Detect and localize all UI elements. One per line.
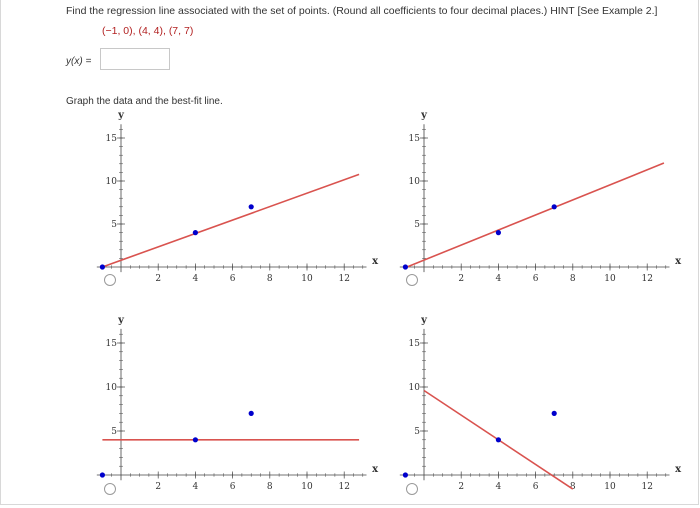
data-point [551, 410, 557, 416]
graph-choice-3-plot: 2 4 6 8 10 12 5 10 15 x y [96, 315, 379, 492]
data-point [495, 437, 501, 443]
x-tick-label: 2 [458, 274, 464, 284]
data-point [192, 230, 198, 236]
y-tick-label: 15 [409, 134, 421, 144]
y-tick-label: 10 [409, 383, 421, 393]
data-point [551, 204, 557, 210]
y-tick-label: 15 [106, 134, 118, 144]
y-tick-label: 15 [106, 339, 118, 349]
graph-choice-4-plot: 2 4 6 8 10 12 5 10 15 x y [399, 315, 682, 492]
y-tick-label: 10 [106, 383, 118, 393]
x-tick-label: 8 [267, 482, 273, 492]
x-tick-label: 10 [301, 482, 313, 492]
graph-choice-2-plot: 2 4 6 8 10 12 5 10 15 x y [399, 110, 682, 284]
data-point [248, 204, 254, 210]
x-axis-label: x [372, 256, 379, 267]
x-tick-label: 2 [458, 482, 464, 492]
data-point [192, 437, 198, 443]
answer-label: y(x) = [66, 56, 92, 67]
x-axis-label: x [372, 464, 379, 475]
graph-choice-2-radio[interactable] [406, 274, 418, 286]
x-tick-label: 2 [155, 482, 161, 492]
graph-choice-2: 2 4 6 8 10 12 5 10 15 x y [399, 110, 700, 300]
y-tick-label: 10 [106, 177, 118, 187]
graph-choice-1-plot: 2 4 6 8 10 12 5 10 15 x y [96, 110, 379, 284]
x-axis-label: x [675, 464, 682, 475]
x-tick-label: 12 [338, 274, 349, 284]
x-tick-label: 12 [338, 482, 349, 492]
y-tick-label: 10 [409, 177, 421, 187]
x-tick-label: 4 [496, 482, 502, 492]
graph-choice-4-radio[interactable] [406, 483, 418, 495]
x-tick-label: 8 [570, 274, 576, 284]
data-point [495, 230, 501, 236]
x-tick-label: 6 [533, 482, 539, 492]
regression-answer-input[interactable] [100, 48, 170, 70]
y-axis-label: y [117, 315, 125, 326]
data-point [248, 410, 254, 416]
x-tick-label: 10 [604, 274, 616, 284]
x-tick-label: 10 [604, 482, 616, 492]
regression-line [405, 162, 665, 269]
x-tick-label: 4 [193, 482, 199, 492]
data-point [402, 472, 408, 478]
x-tick-label: 4 [496, 274, 502, 284]
x-tick-label: 10 [301, 274, 313, 284]
data-point [402, 264, 408, 270]
y-tick-label: 5 [414, 220, 420, 230]
graph-choice-3-radio[interactable] [104, 483, 116, 495]
y-axis-label: y [117, 110, 125, 121]
regression-line [102, 173, 360, 268]
x-tick-label: 6 [230, 482, 236, 492]
graph-choice-3: 2 4 6 8 10 12 5 10 15 x y [96, 315, 410, 508]
x-tick-label: 8 [570, 482, 576, 492]
y-tick-label: 5 [111, 220, 117, 230]
y-tick-label: 15 [409, 339, 421, 349]
y-tick-label: 5 [414, 427, 420, 437]
x-tick-label: 12 [641, 482, 652, 492]
x-axis-label: x [675, 256, 682, 267]
data-point [99, 264, 105, 270]
x-tick-label: 8 [267, 274, 273, 284]
y-axis-label: y [420, 110, 428, 121]
question-text: Find the regression line associated with… [66, 5, 658, 17]
graph-choice-1: 2 4 6 8 10 12 5 10 15 x y [96, 110, 410, 300]
graph-choice-1-radio[interactable] [104, 274, 116, 286]
data-point [99, 472, 105, 478]
x-tick-label: 12 [641, 274, 652, 284]
y-tick-label: 5 [111, 427, 117, 437]
x-tick-label: 6 [533, 274, 539, 284]
graph-prompt: Graph the data and the best-fit line. [66, 96, 223, 107]
x-tick-label: 2 [155, 274, 161, 284]
x-tick-label: 6 [230, 274, 236, 284]
x-tick-label: 4 [193, 274, 199, 284]
y-axis-label: y [420, 315, 428, 326]
data-points-text: (−1, 0), (4, 4), (7, 7) [102, 25, 194, 37]
graph-choice-4: 2 4 6 8 10 12 5 10 15 x y [399, 315, 700, 508]
